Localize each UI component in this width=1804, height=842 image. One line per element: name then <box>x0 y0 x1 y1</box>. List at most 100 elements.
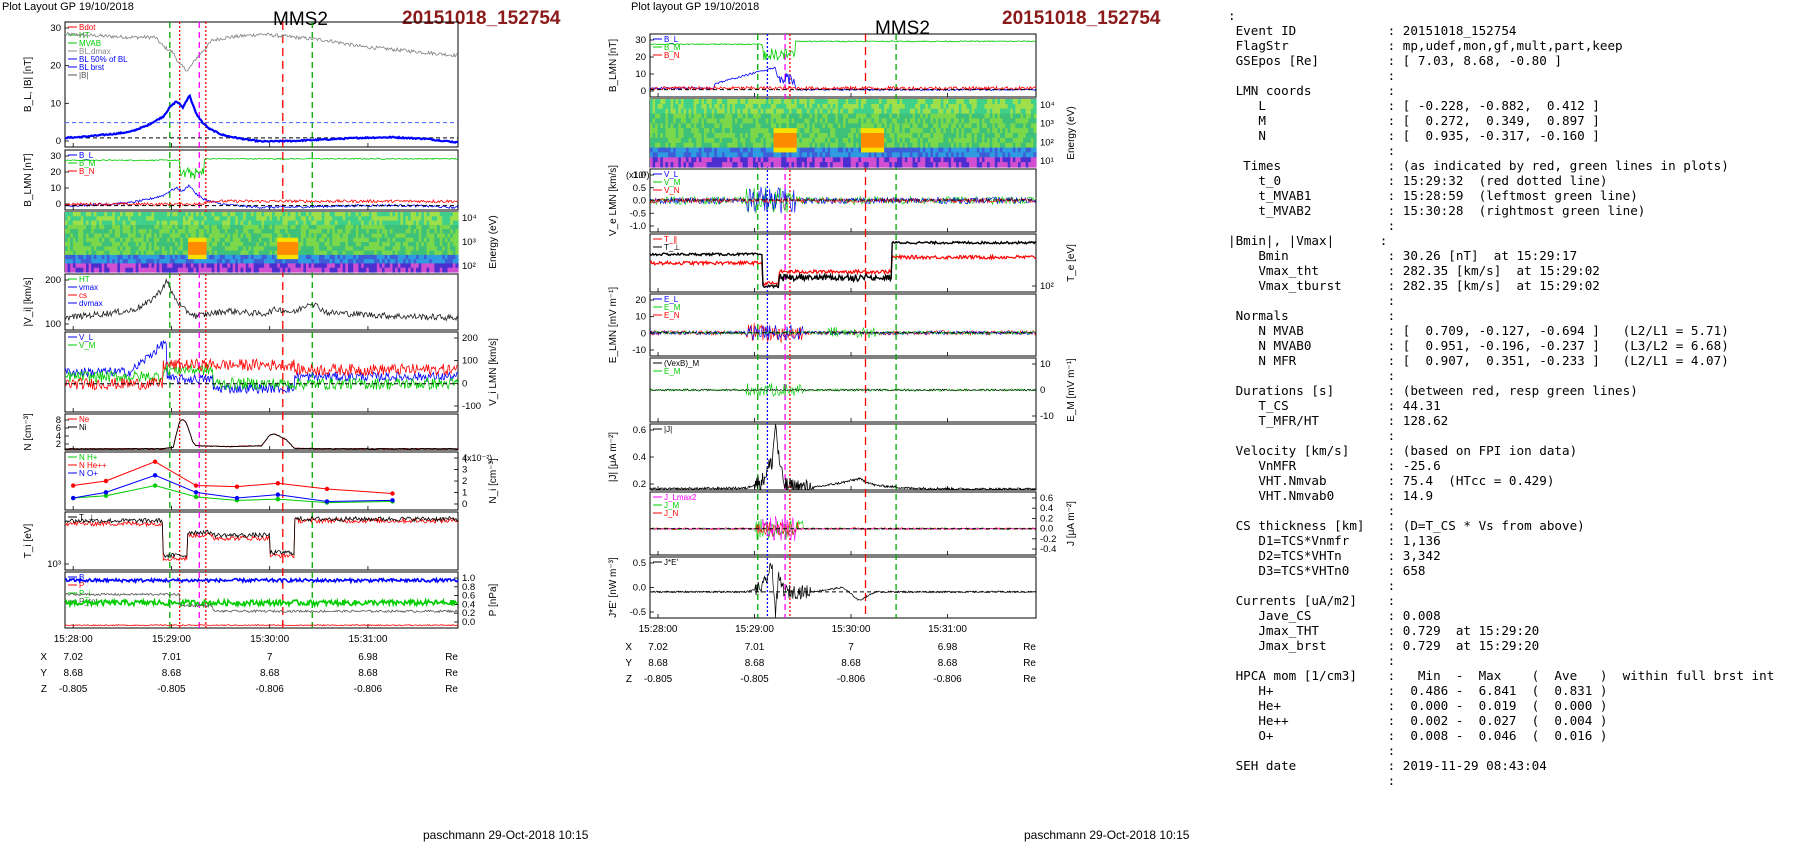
spectrogram-cell <box>127 229 132 234</box>
spectrogram-cell <box>285 259 289 264</box>
spectrogram-cell <box>843 113 847 120</box>
spectrogram-cell <box>1030 162 1035 168</box>
panel-8: J [μA m⁻²]-0.4-0.20.00.20.40.6J_Lmax2J_M… <box>649 491 1077 556</box>
pos-row-label: Y <box>40 668 47 679</box>
spectrogram-cell <box>817 142 821 149</box>
spectrogram-cell <box>938 128 942 134</box>
spectrogram-cell <box>353 242 357 247</box>
spectrogram-cell <box>1002 128 1006 134</box>
spectrogram-cell <box>196 254 200 260</box>
spectrogram-cell <box>724 99 728 105</box>
spectrogram-cell <box>922 108 926 115</box>
spectrogram-cell <box>861 142 865 149</box>
spectrogram-cell <box>750 152 754 158</box>
spectrogram-cell <box>979 157 983 163</box>
spectrogram-cell <box>303 259 307 264</box>
info-key: D2=TCS*VHTn <box>1235 548 1342 563</box>
spectrogram-cell <box>804 123 808 129</box>
spectrogram-cell <box>319 259 323 264</box>
spectrogram-cell <box>850 99 854 105</box>
spectrogram-cell <box>67 242 71 247</box>
spectrogram-cell <box>405 267 409 273</box>
spectrogram-cell <box>843 133 847 139</box>
spectrogram-cell <box>442 216 446 222</box>
spectrogram-cell <box>266 246 270 252</box>
spectrogram-cell <box>324 220 328 226</box>
spectrogram-cell <box>389 220 394 226</box>
spectrogram-cell <box>169 254 173 260</box>
y-tick-label: 6 <box>56 423 61 434</box>
spectrogram-cell <box>902 162 906 168</box>
spectrogram-cell <box>971 99 975 105</box>
spectrogram-cell <box>876 113 880 120</box>
info-heading <box>1228 173 1236 188</box>
legend-entry: BL brst <box>79 63 105 72</box>
spectrogram-cell <box>786 118 790 124</box>
spectrogram-cell <box>355 242 359 247</box>
spectrogram-cell <box>760 137 764 144</box>
spectrogram-cell <box>873 128 878 134</box>
spectrogram-cell <box>292 224 297 230</box>
spectrogram-cell <box>167 254 171 260</box>
spectrogram-cell <box>366 250 370 256</box>
spectrogram-cell <box>287 246 291 252</box>
series-EM-2 <box>649 383 1037 398</box>
spectrogram-cell <box>665 137 669 144</box>
spectrogram-cell <box>355 224 359 230</box>
spectrogram-cell <box>272 233 276 239</box>
spectrogram-cell <box>164 220 168 226</box>
spectrogram-cell <box>175 224 179 230</box>
spectrogram-cell <box>248 254 252 260</box>
spectrogram-cell <box>222 216 226 222</box>
spectrogram-cell <box>83 263 87 269</box>
spectrogram-cell <box>80 233 84 239</box>
spectrogram-cell <box>982 137 986 144</box>
spectrogram-cell <box>742 137 746 144</box>
spectrogram-cell <box>696 108 700 115</box>
spectrogram-cell <box>698 128 703 134</box>
spectrogram-cell <box>770 137 775 144</box>
spectrogram-cell <box>778 133 782 139</box>
spectrogram-cell <box>827 99 831 105</box>
spectrogram-cell <box>662 157 667 163</box>
info-line: : <box>1228 368 1800 383</box>
spectrogram-cell <box>879 137 883 144</box>
spectrogram-cell <box>382 229 386 234</box>
spectrogram-cell <box>138 212 142 217</box>
spectrogram-cell <box>976 157 980 163</box>
spectrogram-cell <box>904 133 908 139</box>
spectrogram-cell <box>933 103 937 110</box>
spectrogram-cell <box>358 224 362 230</box>
spectrogram-cell <box>434 263 438 269</box>
spectrogram-cell <box>722 99 726 105</box>
spectrogram-cell <box>429 246 433 252</box>
spectrogram-cell <box>410 267 414 273</box>
spectrogram-cell <box>206 267 210 273</box>
info-key: GSEpos [Re] <box>1235 53 1319 68</box>
spectrogram-cell <box>355 233 359 239</box>
spectrogram-cell <box>1020 157 1024 163</box>
spectrogram-cell <box>961 133 965 139</box>
spectrogram-cell <box>760 152 764 158</box>
spectrogram-cell <box>917 137 921 144</box>
left-footer: paschmann 29-Oct-2018 10:15 <box>423 828 589 842</box>
spectrogram-cell <box>945 108 950 115</box>
spectrogram-cell <box>840 162 844 168</box>
pos-row-value: 7.02 <box>648 642 668 653</box>
spectrogram-cell <box>99 267 103 273</box>
y-tick-label: 0 <box>641 328 646 339</box>
spectrogram-cell <box>387 229 391 234</box>
spectrogram-cell <box>701 137 705 144</box>
spectrogram-cell <box>274 250 278 256</box>
legend-entry: Ni <box>79 423 87 432</box>
spectrogram-cell <box>732 108 736 115</box>
spectrogram-cell <box>781 157 785 163</box>
spectrogram-cell <box>832 108 836 115</box>
spectrogram-cell <box>987 142 991 149</box>
spectrogram-cell <box>334 220 339 226</box>
spectrogram-cell <box>251 242 255 247</box>
spectrogram-cell <box>848 142 852 149</box>
spectrogram-cell <box>96 233 100 239</box>
spectrogram-cell <box>873 157 878 163</box>
